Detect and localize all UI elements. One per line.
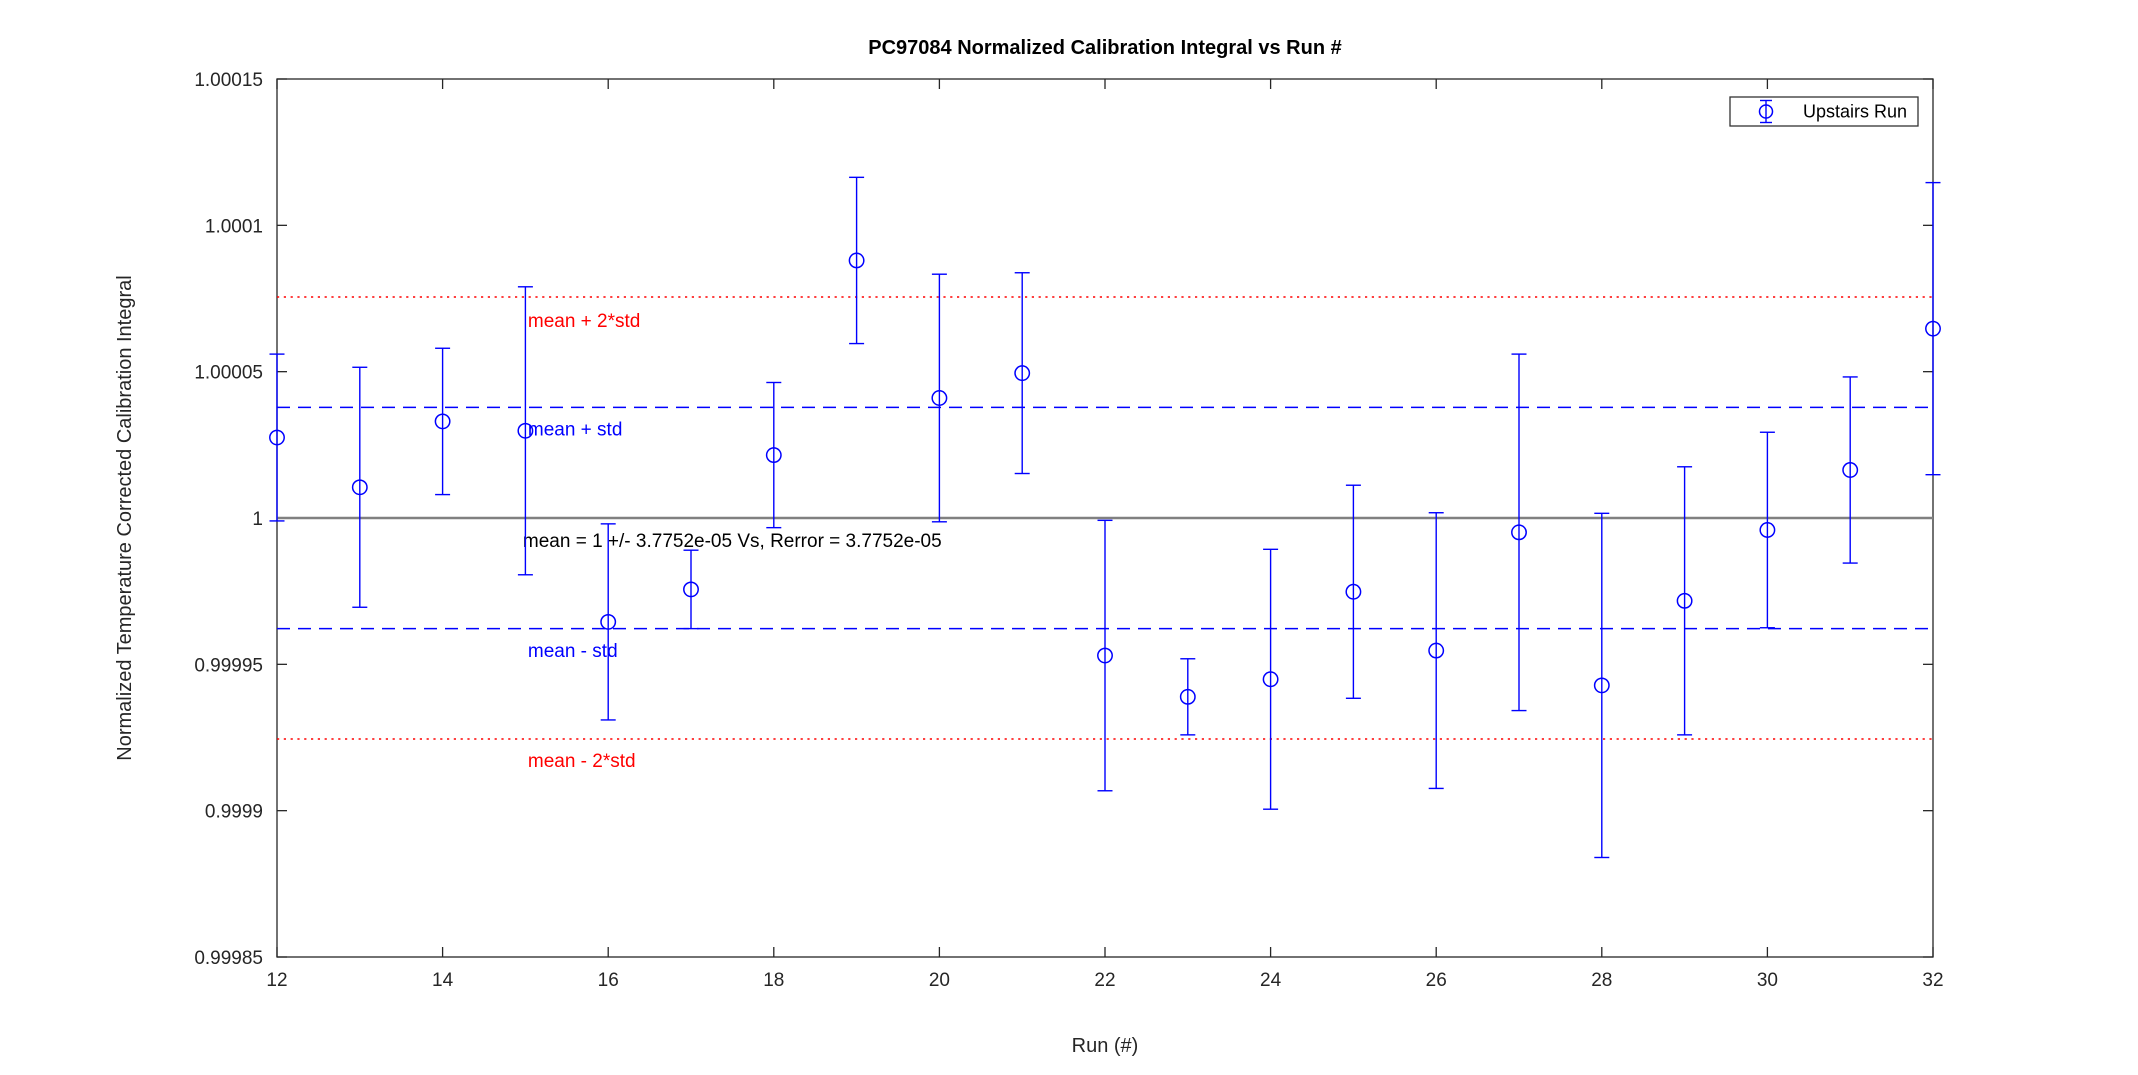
data-point-run-29 (1676, 592, 1693, 609)
errorbar-run-32 (1925, 181, 1941, 476)
errorbar-run-14 (434, 347, 451, 496)
errorbar-run-25 (1345, 484, 1362, 699)
data-point-run-30 (1759, 522, 1776, 538)
errorbar-run-29 (1676, 466, 1693, 736)
errorbar-run-15 (517, 286, 534, 576)
annotation-text: mean + 2*std (528, 311, 641, 332)
annotation-text: mean - std (528, 641, 618, 662)
errorbar-run-22 (1097, 519, 1113, 792)
y-axis-title: Normalized Temperature Corrected Calibra… (114, 275, 136, 760)
y-tick-label: 1.00015 (194, 70, 263, 91)
x-tick-label: 28 (1591, 970, 1612, 991)
x-axis-title: Run (#) (1072, 1035, 1139, 1057)
y-tick-label: 0.99995 (194, 655, 263, 676)
errorbar-run-31 (1842, 376, 1859, 564)
x-tick-label: 22 (1094, 970, 1115, 991)
errorbar-run-18 (765, 381, 782, 529)
data-point-run-26 (1428, 642, 1445, 659)
x-tick-label: 12 (266, 970, 287, 991)
errorbar-run-17 (683, 549, 699, 630)
data-point-run-19 (848, 252, 865, 269)
x-tick-label: 14 (432, 970, 454, 991)
data-point-run-17 (683, 581, 699, 598)
data-point-run-27 (1511, 524, 1527, 541)
errorbar-run-30 (1759, 431, 1776, 629)
legend-box (1729, 96, 1919, 127)
y-tick-label: 1.00005 (194, 363, 263, 384)
data-point-run-32 (1925, 320, 1941, 337)
y-tick-label: 0.99985 (194, 948, 263, 969)
errorbar-run-23 (1179, 658, 1196, 736)
errorbar-run-26 (1428, 512, 1445, 790)
errorbar-run-13 (351, 366, 368, 608)
annotation-text: mean + std (528, 419, 623, 440)
data-point-run-18 (765, 447, 782, 464)
errorbar-run-27 (1511, 353, 1527, 712)
data-point-run-14 (434, 413, 451, 430)
legend-entry-label: Upstairs Run (1803, 102, 1907, 122)
y-tick-label: 1.0001 (205, 216, 263, 237)
x-tick-label: 24 (1260, 970, 1282, 991)
x-tick-label: 32 (1922, 970, 1943, 991)
data-point-run-15 (517, 422, 534, 439)
y-tick-label: 0.9999 (205, 802, 263, 823)
errorbar-run-28 (1593, 512, 1610, 859)
x-tick-label: 20 (929, 970, 950, 991)
data-point-run-23 (1179, 688, 1196, 705)
x-tick-label: 26 (1426, 970, 1447, 991)
errorbar-run-16 (600, 523, 617, 721)
axis-ticks (276, 78, 1934, 958)
data-point-run-16 (600, 613, 617, 630)
x-tick-label: 18 (763, 970, 784, 991)
data-point-run-21 (1014, 365, 1031, 382)
errorbar-run-24 (1262, 548, 1279, 810)
errorbar-run-20 (931, 273, 948, 523)
legend-errorbar-glyph (1758, 99, 1774, 124)
errorbar-series (269, 176, 1941, 859)
data-point-run-20 (931, 390, 948, 406)
x-tick-label: 30 (1757, 970, 1778, 991)
legend-glyph-marker (1758, 104, 1774, 119)
errorbar-run-19 (848, 176, 865, 345)
annotations: mean + 2*std mean + std mean = 1 +/- 3.775… (523, 311, 942, 772)
annotation-text: mean - 2*std (528, 751, 636, 772)
data-point-run-13 (351, 479, 368, 496)
data-point-run-25 (1345, 583, 1362, 600)
y-tick-label: 1 (252, 509, 263, 530)
data-point-run-28 (1593, 677, 1610, 694)
data-point-run-12 (269, 429, 285, 446)
data-point-run-24 (1262, 671, 1279, 688)
legend: Upstairs Run (1729, 96, 1919, 127)
errorbar-run-21 (1014, 272, 1031, 475)
axis-tick-labels: 12 14 16 18 20 22 24 26 28 30 32 0.99985 0.9999 0.999… (194, 70, 1943, 991)
annotation-text: mean = 1 +/- 3.7752e-05 Vs, Rerror = 3.7… (523, 531, 942, 552)
data-point-run-22 (1097, 647, 1113, 664)
x-tick-label: 16 (598, 970, 619, 991)
errorbar-run-12 (269, 353, 285, 522)
data-point-run-31 (1842, 462, 1859, 478)
chart-title: PC97084 Normalized Calibration Integral … (868, 37, 1341, 59)
